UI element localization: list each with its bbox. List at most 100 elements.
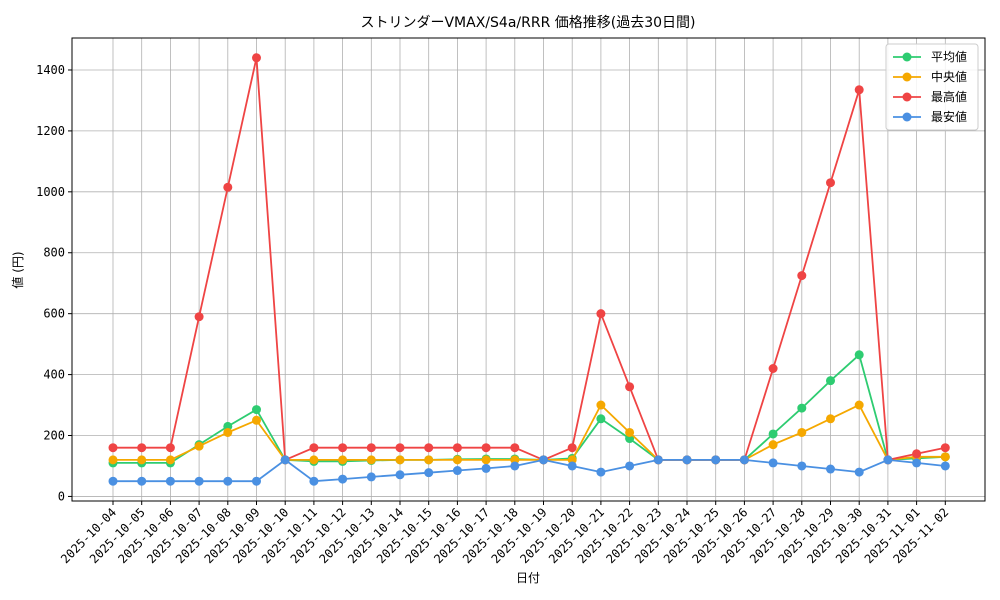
data-point [395,470,405,480]
data-point [797,461,807,471]
data-point [481,455,491,465]
data-point [309,476,319,486]
data-point [452,443,462,453]
y-tick-label: 0 [58,489,65,503]
data-point [912,458,922,468]
y-axis-title: 値 (円) [10,251,25,288]
data-point [768,440,778,450]
legend-entry: 最安値 [893,109,967,124]
series-1 [108,400,950,465]
series-3 [108,455,950,486]
data-point [854,467,864,477]
data-point [711,455,721,465]
data-point [108,455,118,465]
data-point [252,53,261,63]
data-point [826,414,835,424]
data-point [137,443,147,453]
data-point [252,476,261,486]
data-point [768,429,778,439]
data-point [366,443,376,453]
data-point [596,414,606,424]
y-tick-label: 1000 [36,185,65,199]
y-axis: 0 200 400 600 800 1000 1200 1400 [36,63,72,503]
data-point [366,472,376,482]
data-point [424,443,434,453]
data-point [165,476,175,486]
data-point [252,405,261,415]
data-point [223,182,233,192]
data-point [510,461,520,471]
data-point [424,468,434,478]
data-point [797,403,807,413]
data-point [108,476,118,486]
data-point [940,452,950,462]
data-point [223,427,233,437]
data-point [567,461,577,471]
y-tick-label: 600 [43,307,65,321]
series-2 [108,53,950,465]
y-tick-label: 400 [43,368,65,382]
data-point [252,415,261,425]
data-point [223,476,233,486]
y-tick-label: 800 [43,246,65,260]
data-point [768,363,778,373]
data-point [424,455,434,465]
series-line [113,458,946,483]
data-point [797,271,807,281]
data-point [826,376,835,386]
legend-label: 中央値 [931,69,967,84]
chart-title: ストリンダーVMAX/S4a/RRR 価格推移(過去30日間) [360,15,695,31]
data-point [653,455,663,465]
data-point [309,443,319,453]
legend-label: 最高値 [931,89,967,104]
legend-marker [902,92,912,102]
data-point [165,455,175,465]
series-layer [108,53,950,486]
legend-marker [902,112,912,122]
data-point [338,474,348,484]
data-point [366,455,376,465]
x-axis-title: 日付 [516,571,540,585]
data-point [481,463,491,473]
plot-frame [71,37,986,502]
data-point [137,476,147,486]
data-point [854,350,864,360]
data-point [912,449,922,459]
data-point [854,400,864,410]
data-point [338,455,348,465]
legend-entry: 最高値 [893,89,967,104]
y-tick-label: 1200 [36,124,65,138]
legend-box [885,43,979,131]
data-point [596,400,606,410]
data-point [137,455,147,465]
data-point [567,443,577,453]
data-point [625,461,635,471]
series-line [113,353,946,464]
x-axis: 2025-10-042025-10-052025-10-062025-10-07… [58,501,951,566]
y-tick-label: 200 [43,429,65,443]
legend-entry: 平均値 [893,49,967,64]
data-point [108,443,118,453]
data-point [625,382,635,392]
data-point [826,178,835,188]
data-point [510,443,520,453]
data-point [940,443,950,453]
y-tick-label: 1400 [36,63,65,77]
series-line [113,57,946,462]
data-point [596,309,606,319]
data-point [539,455,548,465]
data-point [739,455,749,465]
data-point [280,455,290,465]
data-point [682,455,692,465]
data-point [309,455,319,465]
legend-label: 平均値 [931,49,967,64]
data-point [625,427,635,437]
data-point [883,455,893,465]
data-point [452,466,462,476]
data-point [854,85,864,95]
data-point [768,458,778,468]
data-point [395,443,405,453]
data-point [826,464,835,474]
data-point [452,455,462,465]
